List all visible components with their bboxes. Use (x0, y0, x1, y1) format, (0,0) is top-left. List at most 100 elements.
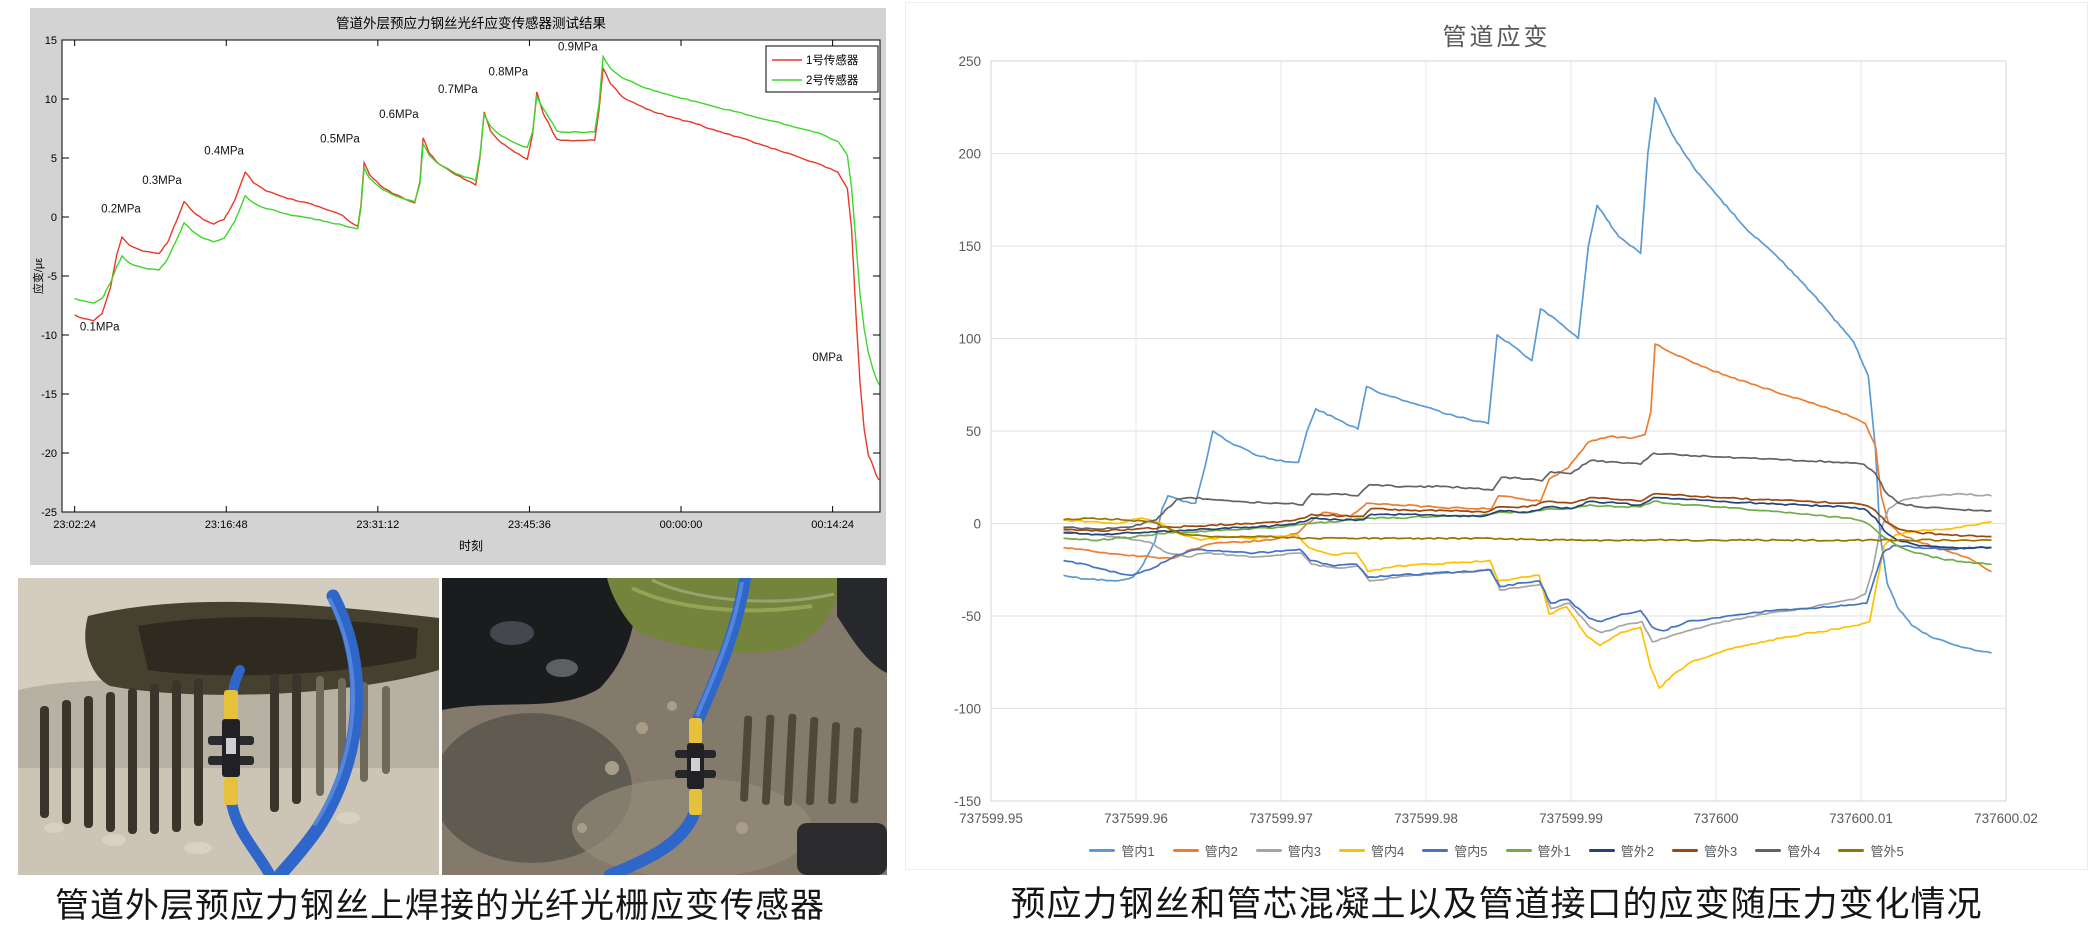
legend-label: 管外2 (1620, 844, 1654, 859)
legend-item-管外2: 管外2 (1588, 841, 1654, 860)
photo2-tar-wrap (442, 578, 636, 710)
svg-text:737599.96: 737599.96 (1104, 811, 1168, 826)
plot-area (61, 39, 881, 513)
svg-text:-15: -15 (41, 389, 57, 401)
legend-item-管内4: 管内4 (1339, 841, 1404, 860)
pipe-strain-chart-svg: 250 200 150 100 50 0 -50 -100 -150 737599.95 73759… (954, 54, 2038, 826)
legend-swatch (1255, 849, 1282, 852)
legend-label: 管内3 (1287, 844, 1322, 859)
series-管外5 (1063, 517, 1992, 542)
svg-text:0.9MPa: 0.9MPa (558, 42, 598, 54)
pipe-strain-figure: 250 200 150 100 50 0 -50 -100 -150 737599.95 73759… (905, 2, 2088, 870)
svg-text:15: 15 (45, 35, 57, 47)
legend-label: 管外4 (1787, 844, 1821, 859)
legend-label: 管外5 (1870, 844, 1904, 859)
svg-text:1号传感器: 1号传感器 (806, 53, 859, 67)
chart1-xlabel: 时刻 (459, 539, 483, 553)
legend-label: 管外1 (1537, 844, 1571, 859)
photo1-cable-tail (226, 799, 276, 875)
svg-text:-50: -50 (961, 609, 981, 624)
chart-title: 管道应变 (1442, 24, 1551, 51)
legend-item-管内1: 管内1 (1089, 841, 1155, 860)
series-lines (74, 54, 880, 481)
legend-swatch (1671, 849, 1698, 852)
svg-text:200: 200 (958, 147, 981, 162)
legend-label: 管内2 (1204, 844, 1238, 859)
svg-text:23:45:36: 23:45:36 (508, 519, 551, 531)
axis-ticks: 23:02:24 23:16:48 23:31:12 23:45:36 00:00:00… (41, 35, 880, 531)
series-管外1 (1063, 500, 1992, 566)
legend-item-管外3: 管外3 (1671, 841, 1738, 860)
svg-text:0.3MPa: 0.3MPa (142, 175, 182, 187)
photo1-mortar-specks (44, 812, 360, 854)
legend-swatch (1505, 849, 1532, 852)
svg-text:-100: -100 (954, 702, 981, 717)
legend-label: 管外3 (1703, 844, 1738, 859)
svg-text:00:00:00: 00:00:00 (660, 519, 703, 531)
svg-text:0.5MPa: 0.5MPa (320, 134, 360, 146)
svg-text:150: 150 (958, 239, 981, 254)
svg-text:-20: -20 (41, 448, 57, 460)
series-管内2 (1063, 343, 1992, 573)
legend-item-管内3: 管内3 (1255, 841, 1322, 860)
svg-text:00:14:24: 00:14:24 (811, 519, 854, 531)
chart1-title: 管道外层预应力钢丝光纤应变传感器测试结果 (336, 15, 606, 31)
photo1-prestressed-wires (40, 674, 301, 834)
legend-swatch (1838, 849, 1865, 852)
legend-label: 管内4 (1371, 844, 1405, 859)
chart1-ylabel: 应变/με (31, 258, 45, 294)
series-管内3 (1063, 492, 1992, 643)
photo2-tar-gloss2 (546, 659, 578, 677)
left-caption: 管道外层预应力钢丝上焊接的光纤光栅应变传感器 (55, 887, 825, 925)
svg-text:10: 10 (45, 94, 57, 106)
photo-sensor-on-wires-side (18, 578, 439, 875)
chart-legend: 管内1 管内2 管内3 管内4 管内5 管外1 管外2 管外3 管外4 管外5 (906, 841, 2087, 860)
photo2-wire-grooves (740, 713, 862, 806)
svg-text:0.4MPa: 0.4MPa (204, 145, 244, 157)
photo2-rubble (577, 701, 748, 834)
svg-text:50: 50 (966, 424, 981, 439)
pressure-annotations: 0.1MPa 0.2MPa 0.3MPa 0.4MPa 0.5MPa 0.6MPa 0.7M… (80, 42, 843, 364)
svg-text:737600: 737600 (1693, 811, 1738, 826)
svg-text:0.7MPa: 0.7MPa (438, 84, 478, 96)
photo-sensor-on-wires-top-art (442, 578, 887, 875)
series-管内1 (1063, 97, 1992, 654)
legend-item-管外1: 管外1 (1505, 841, 1571, 860)
svg-text:0.2MPa: 0.2MPa (101, 203, 141, 215)
photo2-grass-wrap (607, 578, 842, 653)
photo1-fiber-cable (273, 589, 364, 875)
svg-text:-150: -150 (954, 794, 981, 809)
legend-item-管内2: 管内2 (1172, 841, 1238, 860)
photo2-grass-streak (631, 586, 813, 613)
svg-text:737599.97: 737599.97 (1249, 811, 1313, 826)
series-管内4 (1063, 517, 1992, 689)
legend-swatch (1339, 849, 1366, 852)
right-caption: 预应力钢丝和管芯混凝土以及管道接口的应变随压力变化情况 (1010, 885, 1983, 924)
series-1号传感器 (74, 65, 880, 481)
svg-text:2号传感器: 2号传感器 (806, 73, 859, 87)
photo2-fbg-sensor (675, 718, 716, 815)
photo2-black-object (797, 823, 887, 875)
plot-border (990, 60, 2007, 802)
svg-text:23:31:12: 23:31:12 (356, 519, 399, 531)
gridlines (990, 60, 2007, 802)
series-lines (1063, 97, 1992, 689)
photo2-cable-highlight (695, 581, 744, 717)
svg-text:23:16:48: 23:16:48 (205, 519, 248, 531)
svg-text:0: 0 (51, 212, 57, 224)
svg-text:-10: -10 (41, 330, 57, 342)
legend-item-管外5: 管外5 (1838, 841, 1904, 860)
series-管外2 (1063, 496, 1992, 550)
svg-text:0MPa: 0MPa (812, 352, 843, 364)
legend-label: 管内1 (1121, 844, 1155, 859)
photo2-dark-wrap (837, 578, 887, 673)
svg-text:100: 100 (958, 332, 981, 347)
sensor-test-figure: 23:02:24 23:16:48 23:31:12 23:45:36 00:00:00… (30, 8, 886, 565)
legend-swatch (1588, 849, 1615, 852)
photo2-cable-tail (604, 808, 700, 875)
legend-swatch (1422, 849, 1449, 852)
legend-item-管内5: 管内5 (1422, 841, 1488, 860)
photo2-fiber-cable (692, 578, 751, 726)
svg-text:737599.99: 737599.99 (1539, 811, 1603, 826)
svg-text:-5: -5 (47, 271, 57, 283)
